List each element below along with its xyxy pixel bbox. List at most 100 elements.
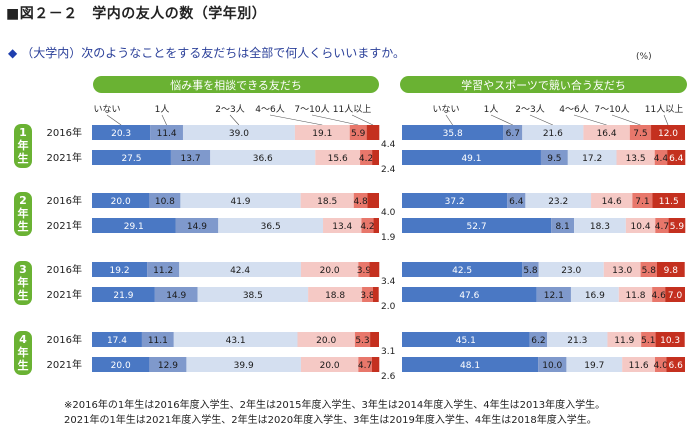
legend-leader-line <box>611 114 641 126</box>
data-label: 20.0 <box>320 361 340 371</box>
bar-segment <box>297 332 355 347</box>
bar-segment <box>92 193 150 208</box>
bar-segment <box>170 150 211 165</box>
bar-segment <box>369 262 380 277</box>
bar-segment <box>616 150 655 165</box>
data-label: 18.8 <box>325 291 345 301</box>
bar-segment <box>358 262 370 277</box>
data-label: 4.4 <box>654 154 669 164</box>
grade-label: 年 <box>18 345 29 359</box>
grade-label: 4 <box>19 333 27 346</box>
grade-label: 生 <box>18 151 29 165</box>
data-label: 21.6 <box>543 129 563 139</box>
bar-segment <box>361 218 374 233</box>
data-label: 5.8 <box>523 266 538 276</box>
data-label: 11.6 <box>629 361 649 371</box>
data-label: 6.7 <box>506 129 520 139</box>
bar-segment <box>402 332 530 347</box>
data-label: 1.9 <box>381 233 396 243</box>
bar-segment <box>173 332 298 347</box>
data-label: 42.5 <box>452 266 472 276</box>
data-label: 38.5 <box>243 291 263 301</box>
data-label: 43.1 <box>226 336 246 346</box>
data-label: 6.4 <box>509 197 524 207</box>
data-label: 11.1 <box>148 336 168 346</box>
data-label: 5.1 <box>641 336 655 346</box>
data-label: 4.0 <box>653 361 668 371</box>
data-label: 11.4 <box>157 129 177 139</box>
data-label: 17.4 <box>107 336 127 346</box>
grade-badge <box>14 124 32 168</box>
panel-title: 悩み事を相談できる友だち <box>170 78 302 92</box>
data-label: 3.8 <box>360 291 375 301</box>
bar-segment <box>652 193 685 208</box>
legend-leader-line <box>106 114 122 126</box>
data-label: 49.1 <box>461 154 481 164</box>
data-label: 14.6 <box>602 197 622 207</box>
legend-label: 4～6人 <box>255 104 284 115</box>
data-label: 2.4 <box>381 165 396 175</box>
data-label: 11.2 <box>153 266 173 276</box>
bar-segment <box>547 332 608 347</box>
data-label: 10.8 <box>155 197 175 207</box>
year-label: 2021年 <box>47 219 82 232</box>
data-label: 2.6 <box>381 372 396 382</box>
data-label: 41.9 <box>230 197 250 207</box>
bar-segment <box>402 262 523 277</box>
data-label: 13.0 <box>612 266 632 276</box>
bar-segment <box>402 193 508 208</box>
bar-segment <box>149 357 187 372</box>
legend-label: 1人 <box>484 104 499 115</box>
data-label: 20.0 <box>316 336 336 346</box>
bar-segment <box>536 287 571 302</box>
grade-label: 1 <box>19 126 27 139</box>
grade-label: 2 <box>19 194 27 207</box>
data-label: 16.4 <box>597 129 617 139</box>
data-label: 18.3 <box>590 222 610 232</box>
legend-leader-line <box>663 114 669 126</box>
bar-segment <box>640 262 657 277</box>
data-label: 10.0 <box>542 361 562 371</box>
data-label: 12.0 <box>658 129 678 139</box>
bar-segment <box>308 287 363 302</box>
bar-segment <box>656 262 685 277</box>
bar-segment <box>655 218 669 233</box>
data-label: 11.8 <box>625 291 645 301</box>
bar-segment <box>622 357 656 372</box>
bar-segment <box>92 150 171 165</box>
panel-header <box>93 76 379 93</box>
bar-segment <box>92 262 148 277</box>
bar-segment <box>150 125 183 140</box>
legend-leader-line <box>229 114 240 126</box>
data-label: 4.6 <box>652 291 667 301</box>
data-label: 16.9 <box>585 291 605 301</box>
data-label: 5.8 <box>642 266 657 276</box>
bar-segment <box>402 357 539 372</box>
year-label: 2016年 <box>47 126 82 139</box>
data-label: 2.0 <box>381 302 396 312</box>
data-label: 42.4 <box>230 266 250 276</box>
year-label: 2016年 <box>47 333 82 346</box>
data-label: 6.4 <box>669 154 684 164</box>
data-label: 19.2 <box>110 266 130 276</box>
data-label: 23.0 <box>561 266 581 276</box>
bar-segment <box>370 332 379 347</box>
bar-segment <box>147 262 180 277</box>
bar-segment <box>362 287 373 302</box>
data-label: 5.3 <box>355 336 369 346</box>
bar-segment <box>667 150 686 165</box>
grade-label: 3 <box>19 263 27 276</box>
bar-segment <box>294 125 350 140</box>
year-label: 2016年 <box>47 194 82 207</box>
bar-segment <box>503 125 523 140</box>
bar-segment <box>92 287 155 302</box>
data-label: 21.3 <box>567 336 587 346</box>
legend-leader-line <box>529 114 553 126</box>
grade-label: 年 <box>18 275 29 289</box>
grade-badge <box>14 331 32 375</box>
data-label: 6.2 <box>531 336 545 346</box>
data-label: 13.4 <box>332 222 352 232</box>
footnote-2: 2021年の1年生は2021年度入学生、2年生は2020年度入学生、3年生は20… <box>64 415 597 426</box>
bar-segment <box>507 193 526 208</box>
